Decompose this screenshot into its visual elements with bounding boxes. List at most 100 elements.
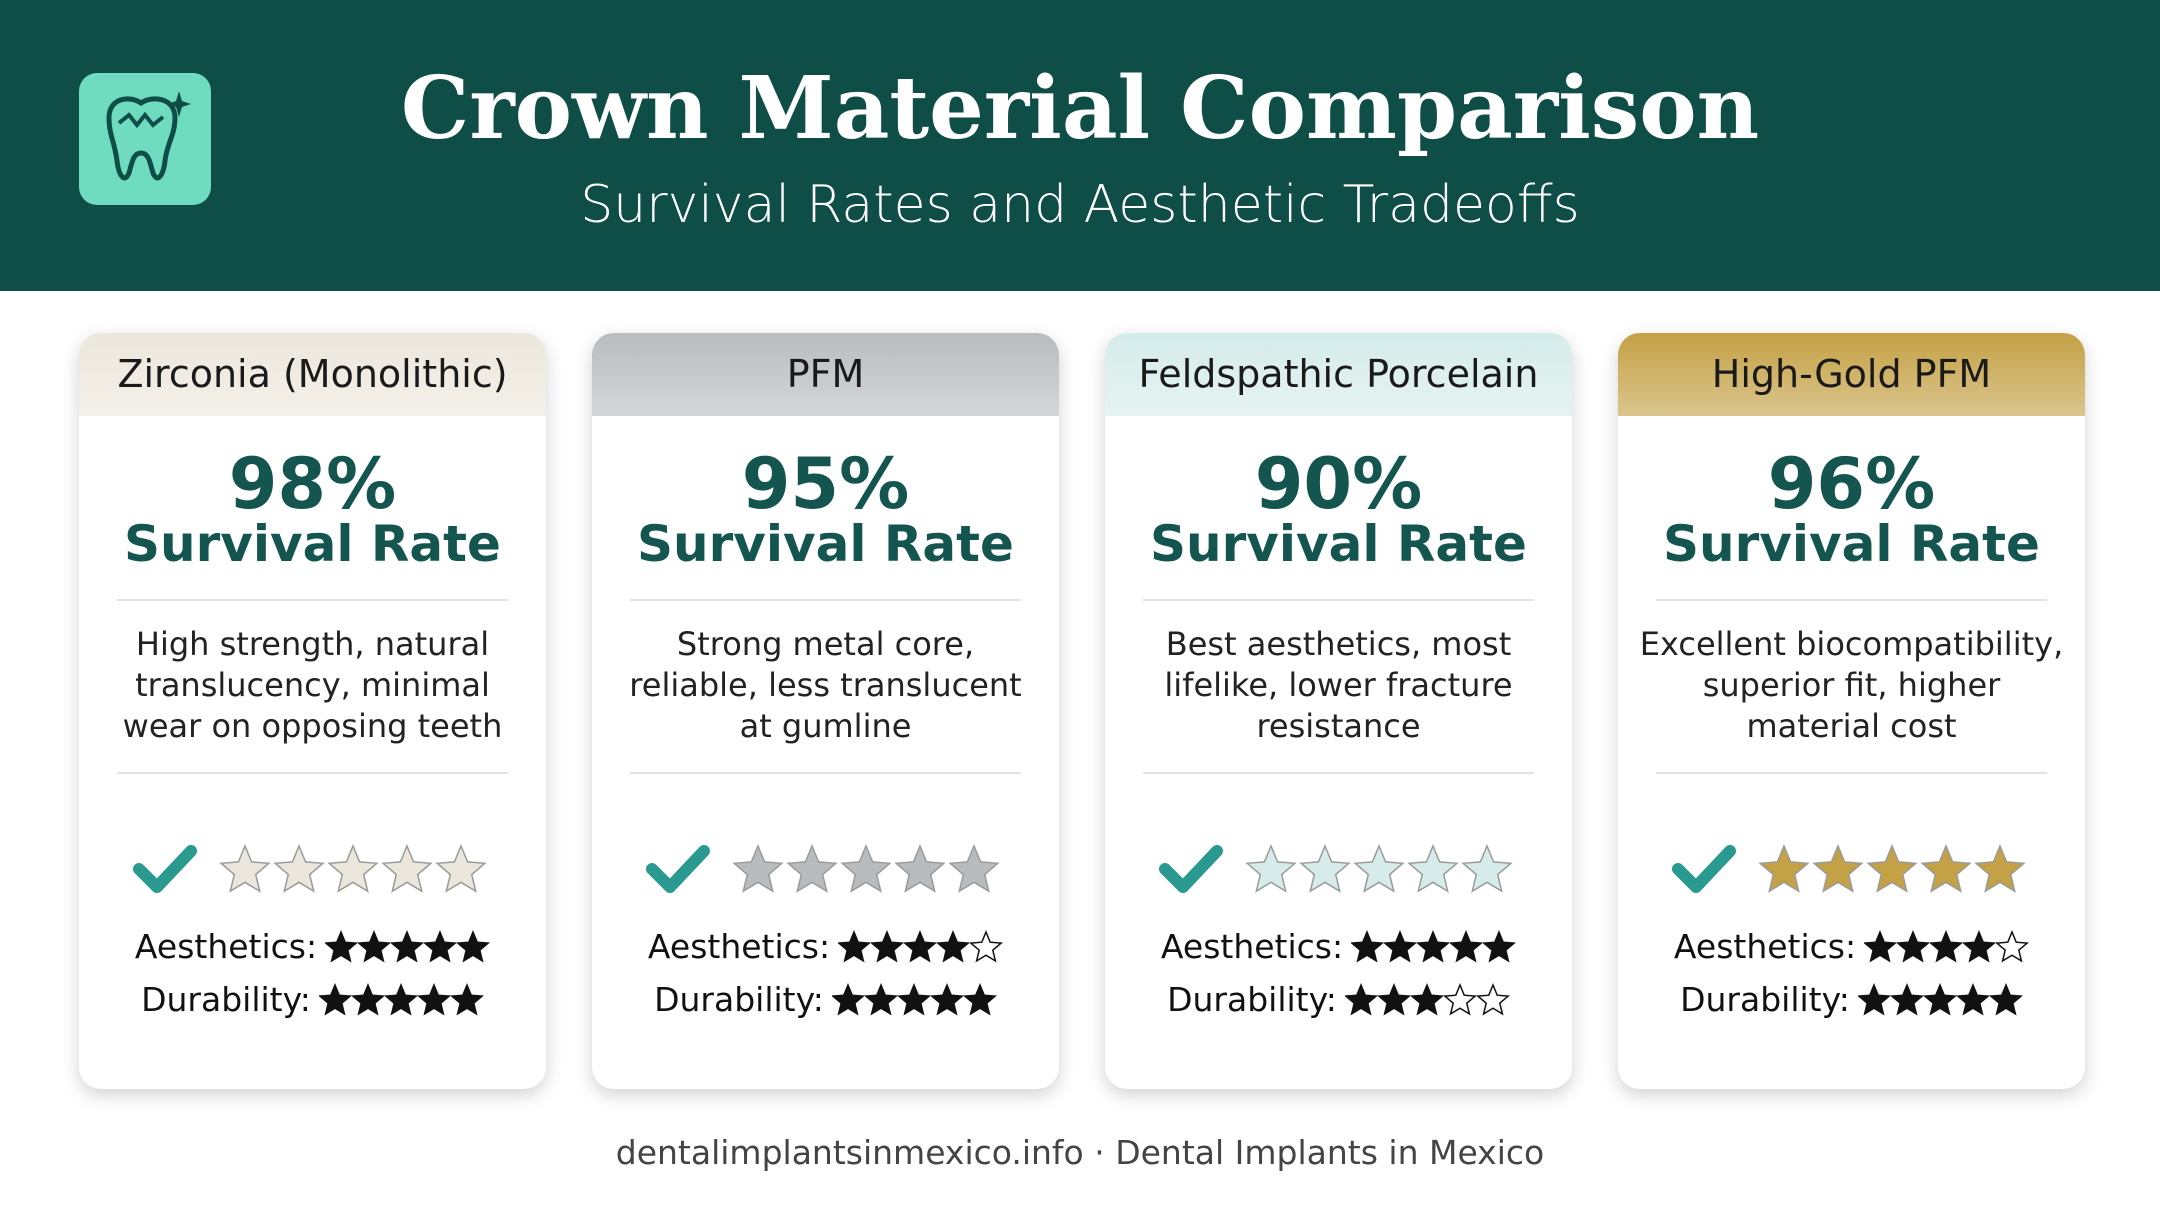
star-filled <box>350 982 385 1015</box>
decorative-star <box>1920 844 1972 893</box>
description-line: High strength, natural <box>135 625 490 663</box>
star-filled <box>929 982 964 1015</box>
star-filled <box>896 982 931 1015</box>
description-line: Best aesthetics, most <box>1165 625 1512 663</box>
divider <box>1143 772 1534 774</box>
durability-row: Durability: <box>79 980 546 1019</box>
star-filled <box>1929 929 1964 962</box>
decorative-star <box>219 844 271 893</box>
decorative-stars <box>1672 844 2026 893</box>
survival-percent: 98% <box>228 443 397 525</box>
survival-percent: 90% <box>1254 443 1423 525</box>
description-line: superior fit, higher <box>1702 666 2001 704</box>
divider <box>630 772 1021 774</box>
decorative-star <box>894 844 946 893</box>
aesthetics-label: Aesthetics: <box>134 927 318 966</box>
divider <box>1143 599 1534 601</box>
star-filled <box>1922 982 1957 1015</box>
star-filled <box>1344 982 1378 1015</box>
star-filled <box>325 929 359 962</box>
decorative-star <box>1299 844 1351 893</box>
card-header: High-Gold PFM <box>1618 333 2085 416</box>
star-filled <box>838 929 872 962</box>
aesthetics-rating <box>838 929 1004 962</box>
card-header: Feldspathic Porcelain <box>1105 333 1572 416</box>
decorative-star <box>1812 844 1864 893</box>
card: PFM 95% Survival Rate Strong metal core, rel… <box>592 333 1059 1089</box>
survival-percent: 95% <box>741 443 910 525</box>
subtitle: Survival Rates and Aesthetic Tradeoffs <box>580 175 1580 235</box>
star-filled <box>1988 982 2023 1015</box>
check-mark <box>1672 845 1736 893</box>
check-mark <box>1159 845 1223 893</box>
durability-label: Durability: <box>1167 980 1337 1019</box>
durability-label: Durability: <box>141 980 311 1019</box>
star-filled <box>357 929 392 962</box>
decorative-stars <box>1159 844 1513 893</box>
star-empty <box>1442 982 1477 1015</box>
star-filled <box>1383 929 1418 962</box>
divider <box>1656 772 2047 774</box>
description-line: reliable, less translucent <box>629 666 1022 704</box>
decorative-stars <box>133 844 487 893</box>
aesthetics-label: Aesthetics: <box>1673 927 1857 966</box>
decorative-star <box>327 844 379 893</box>
durability-row: Durability: <box>1618 980 2085 1019</box>
title: Crown Material Comparison <box>400 58 1760 159</box>
durability-rating <box>831 982 997 1015</box>
star-filled <box>831 982 865 1015</box>
header: Crown Material Comparison Survival Rates… <box>0 0 2160 291</box>
star-filled <box>1416 929 1451 962</box>
star-filled <box>1482 929 1517 962</box>
star-filled <box>449 982 484 1015</box>
description-line: translucency, minimal <box>135 666 490 704</box>
star-filled <box>1889 982 1924 1015</box>
aesthetics-rating <box>325 929 491 962</box>
star-filled <box>456 929 491 962</box>
aesthetics-rating <box>1351 929 1517 962</box>
star-empty <box>1995 929 2030 962</box>
decorative-star <box>1758 844 1810 893</box>
footer: dentalimplantsinmexico.info · Dental Imp… <box>615 1133 1545 1172</box>
durability-row: Durability: <box>592 980 1059 1019</box>
star-filled <box>1857 982 1891 1015</box>
decorative-star <box>948 844 1000 893</box>
star-filled <box>863 982 898 1015</box>
card-header: Zirconia (Monolithic) <box>79 333 546 416</box>
decorative-star <box>1407 844 1459 893</box>
survival-label: Survival Rate <box>637 515 1014 573</box>
star-filled <box>1376 982 1411 1015</box>
durability-rating <box>1857 982 2023 1015</box>
survival-label: Survival Rate <box>1663 515 2040 573</box>
star-filled <box>1409 982 1444 1015</box>
star-filled <box>318 982 352 1015</box>
durability-label: Durability: <box>1680 980 1850 1019</box>
description-line: resistance <box>1256 707 1421 745</box>
star-filled <box>870 929 905 962</box>
check-mark <box>133 845 197 893</box>
decorative-star <box>1245 844 1297 893</box>
star-filled <box>1896 929 1931 962</box>
star-filled <box>936 929 971 962</box>
star-filled <box>1962 929 1997 962</box>
survival-label: Survival Rate <box>1150 515 1527 573</box>
decorative-star <box>840 844 892 893</box>
decorative-star <box>1974 844 2026 893</box>
star-filled <box>962 982 997 1015</box>
aesthetics-row: Aesthetics: <box>79 927 546 966</box>
decorative-star <box>1461 844 1513 893</box>
star-filled <box>1351 929 1385 962</box>
star-filled <box>383 982 418 1015</box>
star-filled <box>416 982 451 1015</box>
star-empty <box>1475 982 1510 1015</box>
durability-rating <box>1344 982 1510 1015</box>
star-filled <box>1955 982 1990 1015</box>
decorative-star <box>435 844 487 893</box>
aesthetics-label: Aesthetics: <box>647 927 831 966</box>
description-line: lifelike, lower fracture <box>1164 666 1513 704</box>
card-header: PFM <box>592 333 1059 416</box>
divider <box>630 599 1021 601</box>
star-filled <box>1449 929 1484 962</box>
divider <box>117 599 508 601</box>
description-line: material cost <box>1746 707 1957 745</box>
